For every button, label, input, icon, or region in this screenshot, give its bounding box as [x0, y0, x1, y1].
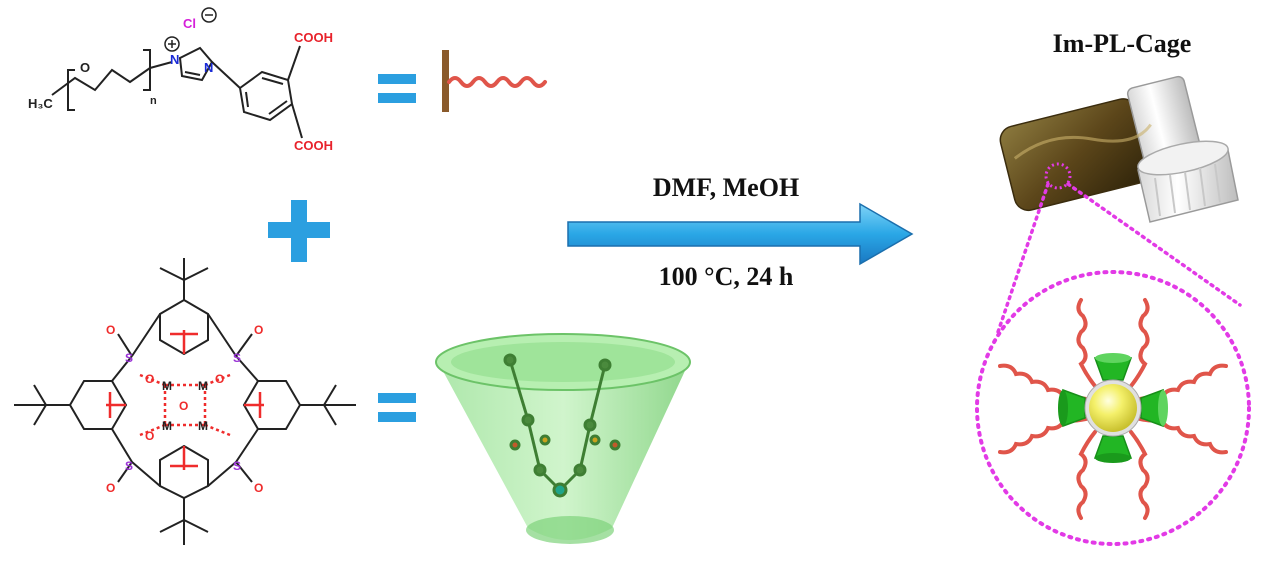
equals-sign-top	[378, 74, 416, 103]
reaction-conditions-temp-time: 100 °C, 24 h	[659, 262, 794, 291]
cooh-top-label: COOH	[294, 30, 333, 45]
n-ring-label: N	[204, 60, 213, 75]
metal-label-2: M	[198, 379, 208, 393]
oxo-label-8: O	[145, 429, 154, 443]
oxo-label-5: O	[145, 372, 154, 386]
peg-chain-wave-icon	[447, 76, 547, 88]
oxo-label-2: O	[254, 323, 263, 337]
negative-charge-symbol	[201, 7, 217, 23]
ring-double-bond	[184, 71, 201, 76]
n-aryl-bond	[211, 61, 241, 89]
chloride-label: Cl	[183, 16, 196, 31]
repeat-n-label: n	[150, 95, 157, 107]
oxygen-label: O	[80, 60, 90, 75]
zoom-circle	[975, 270, 1251, 546]
equals-sign-bottom	[378, 393, 416, 422]
imidazolium-ring	[178, 46, 214, 82]
reaction-conditions-solvent: DMF, MeOH	[653, 173, 799, 202]
n-plus-label: N	[170, 52, 179, 67]
peg-to-n-bond	[149, 61, 173, 69]
plus-sign	[268, 200, 330, 262]
imidazolium-ligand-structure	[51, 45, 303, 139]
oxo-label-4: O	[254, 481, 263, 495]
oxo-label-1: O	[106, 323, 115, 337]
vial-photo	[999, 75, 1239, 223]
zoom-line-left	[996, 182, 1050, 334]
cooh-bottom-bond	[291, 103, 303, 139]
product-title: Im-PL-Cage	[1053, 29, 1192, 58]
positive-charge-symbol	[164, 36, 180, 52]
magnifier-origin	[1044, 162, 1072, 190]
oxo-label-3: O	[106, 481, 115, 495]
metal-oxo-core	[106, 330, 264, 470]
sulfur-label-2: S	[233, 351, 241, 365]
peg-bracket-right	[143, 49, 151, 91]
metal-label-3: M	[162, 419, 172, 433]
vial-cap	[1137, 140, 1239, 223]
sulfur-label-4: S	[233, 459, 241, 473]
sulfur-label-1: S	[125, 351, 133, 365]
oxo-label-7: O	[179, 399, 188, 413]
peg-bracket-left	[67, 69, 75, 111]
zoom-line-right	[1066, 182, 1242, 307]
ligand-stick-icon	[442, 50, 449, 112]
green-cone-cage-model	[435, 333, 691, 544]
metal-label-4: M	[198, 419, 208, 433]
sulfur-label-3: S	[125, 459, 133, 473]
peg-backbone	[51, 67, 151, 96]
cooh-bottom-label: COOH	[294, 138, 333, 153]
cage-core-model	[1058, 353, 1168, 463]
cooh-top-bond	[287, 45, 301, 81]
h3c-label: H₃C	[28, 96, 53, 111]
oxo-label-6: O	[215, 372, 224, 386]
metal-label-1: M	[162, 379, 172, 393]
reaction-arrow	[567, 202, 914, 266]
yellow-sphere	[1089, 384, 1137, 432]
thiacalixarene-cluster-structure	[14, 258, 356, 545]
